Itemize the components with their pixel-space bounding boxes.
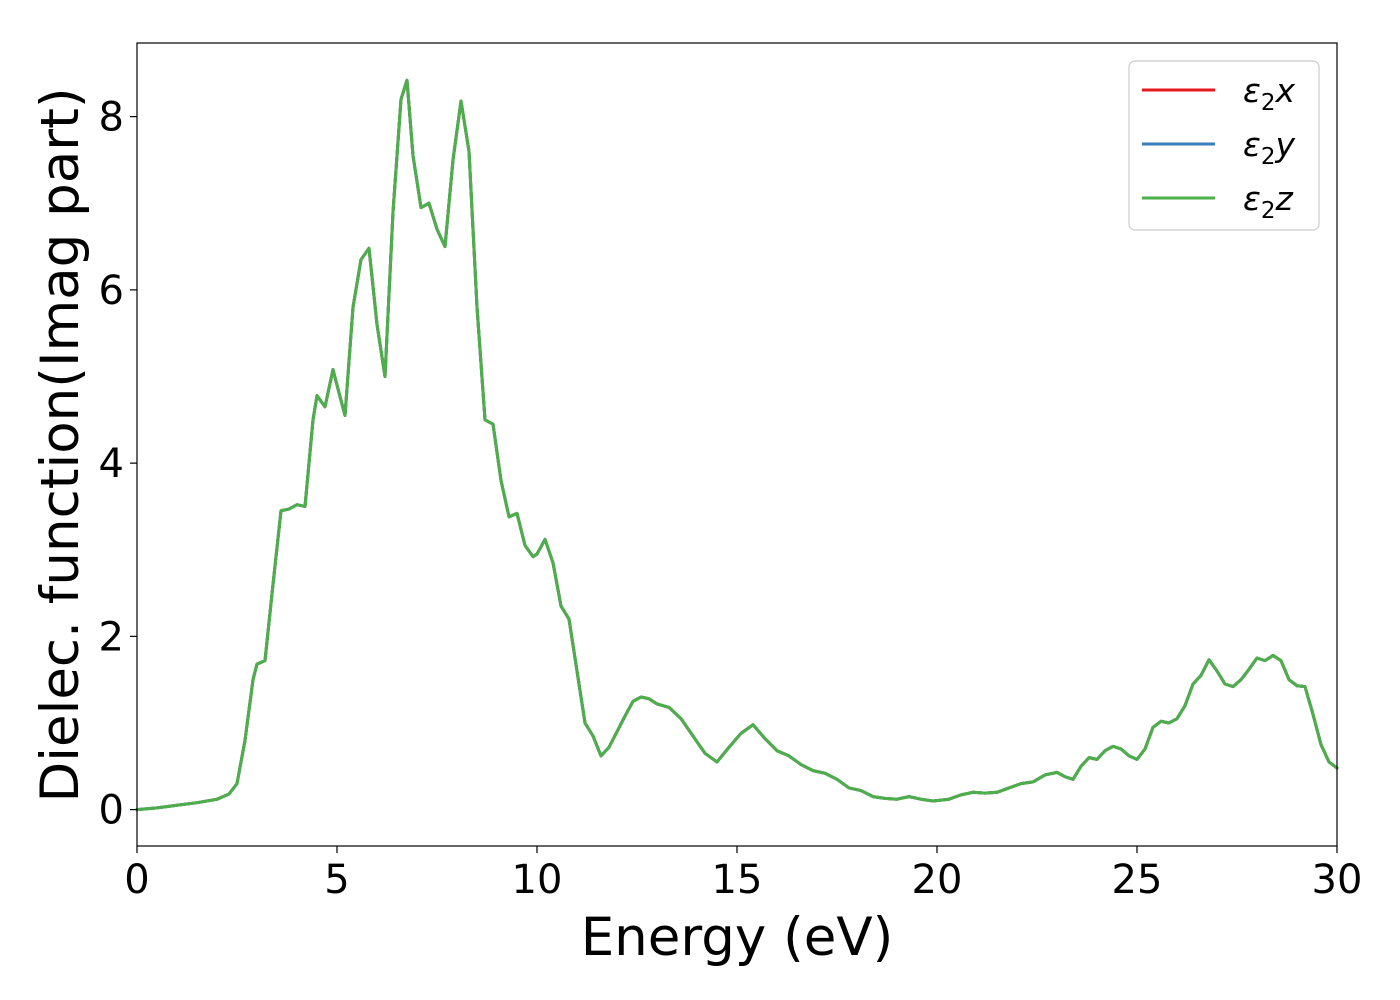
legend-box	[1128, 60, 1320, 231]
x-tick-label: 15	[712, 857, 763, 903]
x-tick-label: 20	[912, 857, 963, 903]
legend-label-2: ε2z	[1243, 179, 1293, 224]
x-tick-label: 10	[512, 857, 563, 903]
x-axis-title: Energy (eV)	[581, 907, 894, 968]
legend-label-base: ε	[1243, 125, 1261, 164]
legend-label-suffix: x	[1274, 71, 1295, 110]
legend-label-base: ε	[1243, 179, 1261, 218]
legend-label-1: ε2y	[1243, 125, 1295, 170]
series-line-2	[135, 78, 1339, 812]
y-tick-label: 8	[99, 95, 124, 141]
legend-label-subscript: 2	[1261, 90, 1276, 116]
legend-label-base: ε	[1243, 71, 1261, 110]
x-tick-label: 30	[1312, 857, 1363, 903]
y-tick-label: 4	[99, 441, 124, 487]
x-axis-ticks: 0 5 10 15 20 25 30	[124, 846, 1362, 903]
y-tick-label: 2	[99, 614, 124, 660]
legend-label-subscript: 2	[1261, 144, 1276, 170]
y-axis-ticks: 0 2 4 6 8	[99, 95, 137, 834]
y-tick-label: 6	[99, 268, 124, 314]
legend-label-0: ε2x	[1243, 71, 1295, 116]
y-axis-title: Dielec. function(Imag part)	[30, 87, 91, 802]
x-tick-label: 25	[1112, 857, 1163, 903]
x-tick-label: 0	[124, 857, 149, 903]
y-tick-label: 0	[99, 788, 124, 834]
x-tick-label: 5	[324, 857, 349, 903]
legend-label-suffix: y	[1274, 125, 1295, 164]
legend-label-suffix: z	[1274, 179, 1293, 218]
series-layer	[135, 78, 1339, 812]
legend-label-subscript: 2	[1261, 198, 1276, 224]
